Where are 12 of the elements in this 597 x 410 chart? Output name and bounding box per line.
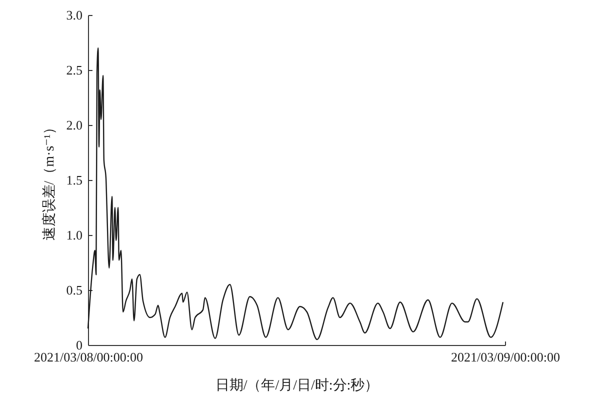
y-tick-label: 2.5	[66, 62, 82, 78]
y-tick-label: 2.0	[66, 118, 82, 132]
line-series	[87, 47, 504, 340]
x-axis-title: 日期/（年/月/日/时:分:秒）	[215, 378, 379, 394]
y-tick-label: 0	[76, 338, 82, 352]
y-tick-label: 3.0	[66, 8, 82, 22]
y-tick-label: 0.5	[66, 282, 82, 298]
y-axis-title: 速度误差/（m·s⁻¹）	[41, 120, 58, 241]
x-tick-label: 2021/03/08/00:00:00	[34, 350, 144, 364]
y-tick-label: 1.0	[66, 228, 82, 242]
x-tick-label: 2021/03/09/00:00:00	[450, 350, 560, 364]
y-tick-label: 1.5	[66, 172, 82, 188]
